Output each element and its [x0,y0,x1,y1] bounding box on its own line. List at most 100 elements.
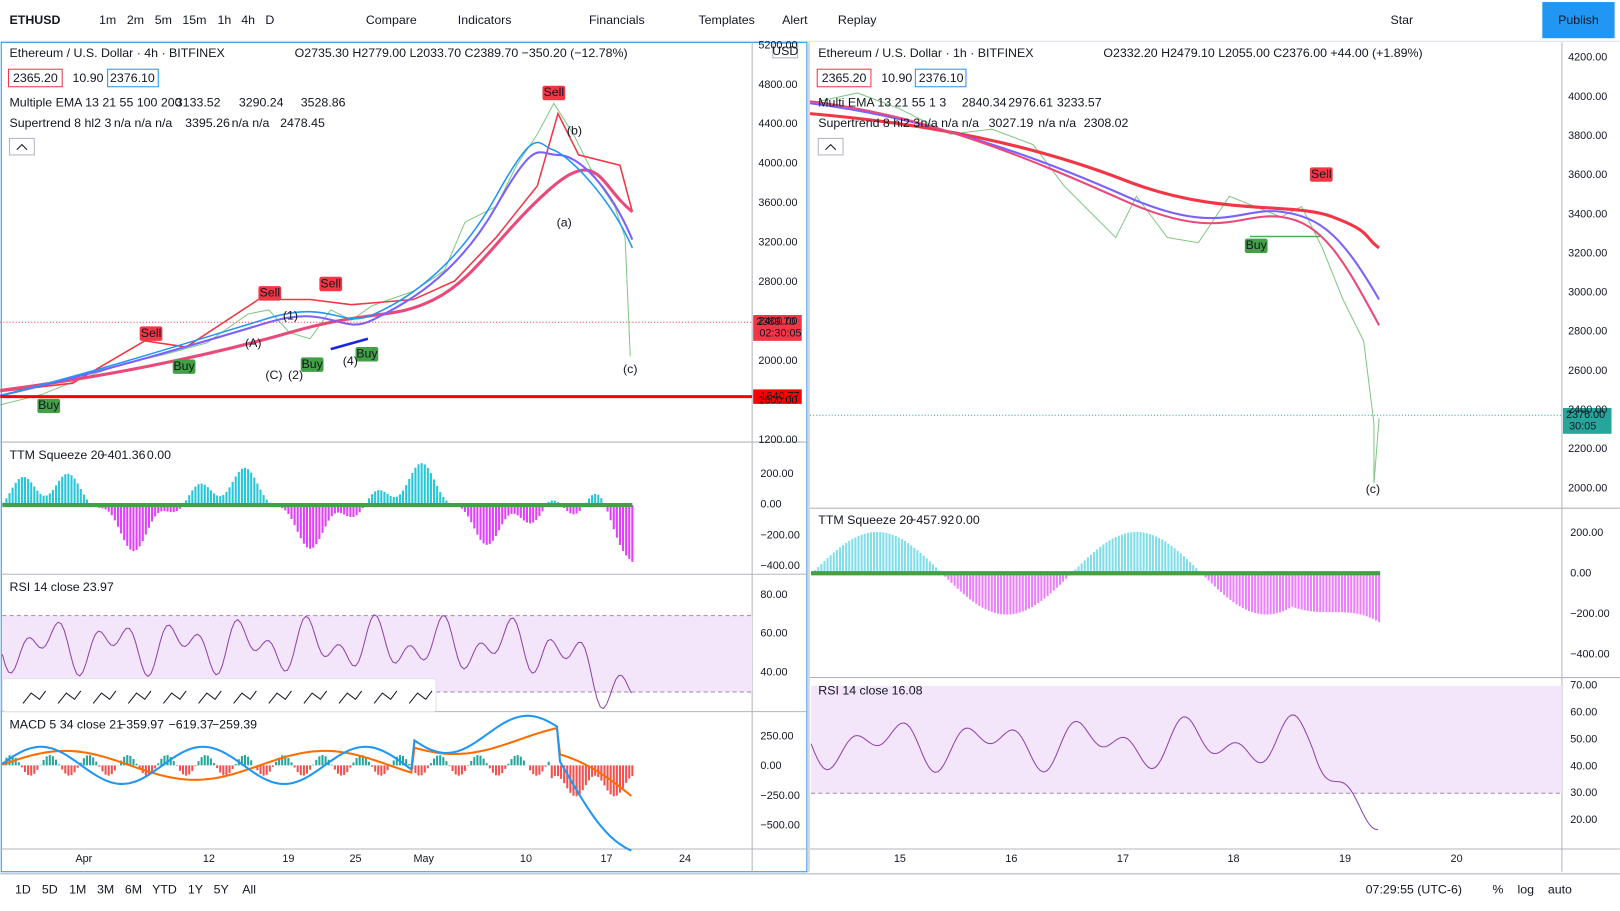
publish-button[interactable]: Publish [1558,13,1599,27]
tool-icon[interactable] [57,690,82,704]
time-axis-label: 25 [350,853,362,865]
histogram-bar [284,755,287,766]
histogram-bar [132,759,135,766]
publish-button-bg[interactable] [1542,2,1615,39]
histogram-bar [340,765,343,776]
tool-icon[interactable] [303,690,328,704]
histogram-bar [1365,573,1368,617]
star-button[interactable]: Star [1390,13,1413,27]
range-button[interactable]: 1M [69,883,86,897]
histogram-bar [519,756,522,766]
histogram-bar [392,496,395,506]
histogram-bar [817,567,820,574]
histogram-bar [1167,543,1170,574]
tool-icon[interactable] [338,690,363,704]
histogram-bar [560,765,563,779]
histogram-bar [209,758,212,766]
tool-icon[interactable] [373,690,398,704]
histogram-bar [92,757,95,766]
interval-button[interactable]: D [265,13,274,27]
interval-button[interactable]: 4h [241,13,255,27]
histogram-bar [386,765,389,771]
range-button[interactable]: YTD [152,883,177,897]
histogram-bar [287,505,290,515]
time-axis-label: 17 [600,853,612,865]
interval-button[interactable]: 2m [127,13,144,27]
axis-option[interactable]: % [1492,883,1503,897]
tool-icon[interactable] [92,690,117,704]
histogram-bar [907,543,910,574]
interval-button[interactable]: 5m [155,13,172,27]
range-button[interactable]: All [242,883,256,897]
histogram-bar [312,505,315,548]
toolbar-button[interactable]: Compare [366,13,417,27]
histogram-bar [346,765,349,773]
tool-icon[interactable] [408,690,433,704]
histogram-bar [398,494,401,506]
histogram-bar [900,539,903,574]
indicator-value: −259.39 [212,717,257,731]
histogram-bar [525,505,529,523]
interval-button[interactable]: 1h [217,13,231,27]
axis-option[interactable]: log [1518,883,1535,897]
histogram-bar [380,765,383,776]
histogram-bar [959,573,962,592]
signal-badge [1244,238,1268,254]
histogram-bar [578,505,581,512]
wave-label: (a) [557,215,572,229]
ema-value: 3290.24 [239,96,284,110]
price-axis-label: 3600.00 [1568,169,1607,181]
collapse-icon[interactable] [16,143,837,151]
tool-icon[interactable] [198,690,222,704]
histogram-bar [597,494,600,506]
histogram-bar [439,491,442,506]
histogram-bar [1282,573,1285,612]
histogram-bar [330,764,333,766]
tool-icon[interactable] [268,690,292,704]
histogram-bar [1170,545,1173,574]
histogram-bar [172,760,175,766]
range-button[interactable]: 6M [125,883,142,897]
toolbar-button[interactable]: Replay [838,13,877,27]
histogram-bar [538,505,541,517]
histogram-bar [1195,568,1198,574]
histogram-bar [845,542,848,574]
histogram-bar [541,505,544,512]
histogram-bar [250,760,253,766]
histogram-bar [1288,573,1291,609]
indicator-value: 16.08 [892,683,923,697]
histogram-bar [54,759,58,766]
histogram-bar [262,765,265,776]
indicator-value: −401.36 [100,448,145,462]
histogram-bar [972,573,975,602]
interval-button[interactable]: 1m [99,13,116,27]
ema-value: 2976.61 [1008,96,1053,110]
histogram-bar [346,505,349,517]
tool-icon[interactable] [233,690,257,704]
range-button[interactable]: 1Y [188,883,203,897]
symbol[interactable]: ETHUSD [10,13,61,27]
signal-label: Buy [173,359,195,373]
range-button[interactable]: 5Y [214,883,229,897]
interval-button[interactable]: 15m [182,13,206,27]
tool-icon[interactable] [163,690,187,704]
axis-option[interactable]: auto [1548,883,1572,897]
range-button[interactable]: 5D [42,883,58,897]
tool-icon[interactable] [22,690,47,704]
histogram-bar [1083,560,1086,574]
histogram-bar [928,561,931,574]
spread: 10.90 [73,71,104,85]
left-price-drawings [0,102,753,406]
toolbar-button[interactable]: Templates [698,13,754,27]
toolbar-button[interactable]: Indicators [458,13,512,27]
histogram-bar [402,490,405,506]
range-button[interactable]: 1D [15,883,31,897]
histogram-bar [1139,532,1142,574]
toolbar-button[interactable]: Financials [589,13,645,27]
toolbar-button[interactable]: Alert [782,13,808,27]
range-button[interactable]: 3M [97,883,114,897]
histogram-bar [340,505,343,514]
tool-icon[interactable] [127,690,152,704]
drawing-tools[interactable] [22,690,433,704]
histogram-bar [432,758,436,766]
